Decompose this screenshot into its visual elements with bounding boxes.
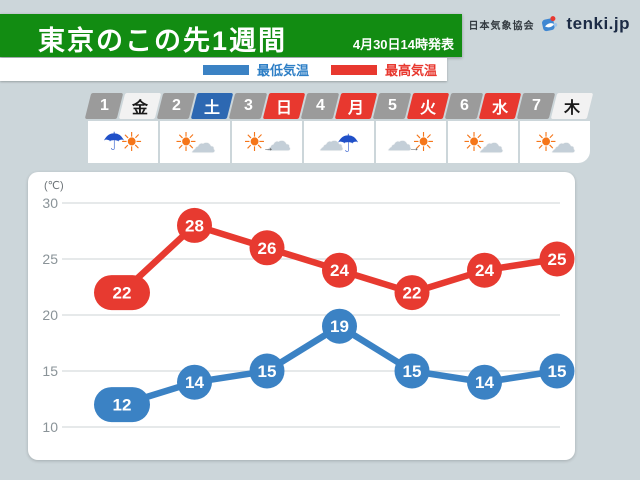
最高気温-marker-4 — [322, 252, 357, 288]
brand-name: tenki.jp — [566, 14, 630, 33]
weekday-badge: 火 — [406, 93, 450, 119]
temperature-chart-card: (℃) 30 25 20 15 10 22 28 26 24 22 24 25 12 14 15 19 15 14 1… — [28, 172, 575, 460]
min-temp-swatch — [202, 64, 249, 75]
page-title: 東京のこの先1週間 — [38, 26, 288, 56]
weekday-badge: 日 — [262, 93, 306, 119]
sunny-partly-cloudy-icon — [520, 121, 590, 163]
max-temp-swatch — [330, 64, 377, 75]
sunny-partly-cloudy-icon — [160, 121, 230, 163]
min-temp-label: 最低気温 — [256, 63, 309, 78]
最低気温-marker-4 — [322, 308, 357, 344]
最高気温-marker-3 — [249, 230, 285, 266]
最低気温-value-1: 12 — [113, 396, 132, 415]
tenki-logo-icon — [542, 16, 558, 32]
arrow-icon — [409, 139, 420, 155]
cloud-icon — [479, 132, 504, 157]
y-tick-20: 20 — [42, 307, 58, 323]
最低気温-value-4: 19 — [330, 317, 349, 336]
cloud-icon — [191, 132, 216, 157]
y-tick-30: 30 — [42, 195, 58, 211]
sun-icon — [120, 129, 143, 155]
header-banner: 東京のこの先1週間 4月30日14時発表 — [0, 14, 462, 57]
最高気温-marker-2 — [177, 207, 212, 243]
date-number: 1 — [84, 93, 124, 119]
cloudy-then-rain-icon — [304, 121, 374, 163]
arrow-icon — [263, 139, 274, 155]
date-number: 5 — [372, 93, 412, 119]
最高気温-marker-7 — [539, 241, 575, 277]
date-number: 7 — [516, 93, 556, 119]
cloudy-then-sunny-icon — [376, 121, 446, 163]
y-axis-unit: (℃) — [44, 180, 64, 192]
最低気温-value-5: 15 — [403, 362, 422, 381]
tenki-brand[interactable]: 日本気象協会 tenki.jp — [468, 14, 630, 34]
最高気温-marker-5 — [394, 275, 430, 311]
weekday-badge: 月 — [334, 93, 378, 119]
最低気温-value-2: 14 — [185, 373, 204, 392]
umbrella-icon — [337, 132, 359, 157]
forecast-days-row: 1金2土3日4月5火6水7木 — [84, 93, 594, 163]
cloud-icon — [551, 132, 576, 157]
sunny-then-cloudy-icon — [232, 121, 302, 163]
最低気温-marker-5 — [394, 353, 430, 389]
最高気温-marker-1 — [94, 275, 150, 311]
sunny-partly-cloudy-icon — [448, 121, 518, 163]
最低気温-marker-6 — [467, 364, 502, 400]
date-number: 2 — [156, 93, 196, 119]
最低気温-marker-7 — [539, 353, 575, 389]
y-tick-15: 15 — [42, 363, 58, 379]
max-temp-label: 最高気温 — [384, 63, 437, 78]
最高気温-value-3: 26 — [258, 239, 277, 258]
最低気温-marker-3 — [249, 353, 285, 389]
最低気温-value-6: 14 — [475, 373, 494, 392]
legend: 最低気温 最高気温 — [0, 58, 447, 81]
最高気温-value-1: 22 — [113, 284, 132, 303]
rain-then-sunny-icon — [88, 121, 158, 163]
最低気温-value-7: 15 — [548, 362, 567, 381]
最高気温-value-6: 24 — [475, 261, 494, 280]
date-number: 3 — [228, 93, 268, 119]
date-number: 6 — [444, 93, 484, 119]
最低気温-marker-1 — [94, 387, 150, 423]
weekday-badge: 土 — [190, 93, 234, 119]
temperature-chart: (℃) 30 25 20 15 10 22 28 26 24 22 24 25 12 14 15 19 15 14 1… — [42, 180, 575, 435]
agency-name: 日本気象協会 — [468, 20, 535, 32]
y-tick-25: 25 — [42, 251, 58, 267]
weekday-badge: 木 — [550, 93, 594, 119]
最高気温-value-2: 28 — [185, 216, 204, 235]
最高気温-value-5: 22 — [403, 284, 422, 303]
date-number: 4 — [300, 93, 340, 119]
weekday-badge: 金 — [118, 93, 162, 119]
最高気温-value-4: 24 — [330, 261, 349, 280]
最高気温-value-7: 25 — [548, 250, 567, 269]
weekday-badge: 水 — [478, 93, 522, 119]
最低気温-value-3: 15 — [258, 362, 277, 381]
issued-timestamp: 4月30日14時発表 — [352, 37, 454, 52]
y-tick-10: 10 — [42, 419, 58, 435]
最高気温-marker-6 — [467, 252, 502, 288]
最低気温-marker-2 — [177, 364, 212, 400]
